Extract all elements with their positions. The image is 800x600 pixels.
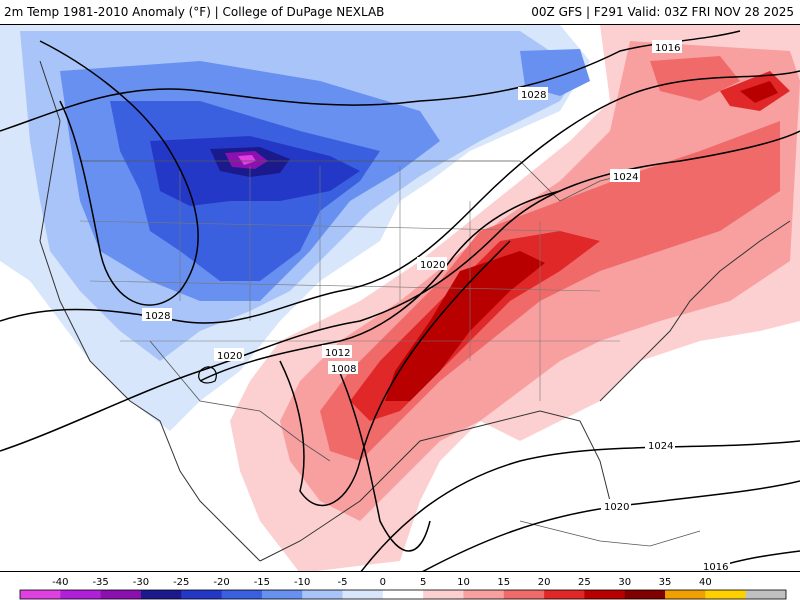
map-title: 2m Temp 1981-2010 Anomaly (°F) | College…: [4, 5, 385, 19]
legend-color-swatch: [624, 590, 666, 599]
legend-outline: [19, 589, 787, 600]
legend-tick-label: 20: [538, 577, 551, 588]
isobar-label: 1024: [613, 172, 638, 183]
legend-tick-label: -20: [213, 577, 229, 588]
legend-color-swatch: [705, 590, 747, 599]
run-info: 00Z GFS | F291 Valid: 03Z FRI NOV 28 202…: [531, 5, 794, 19]
header: 2m Temp 1981-2010 Anomaly (°F) | College…: [0, 0, 800, 24]
legend-tick-label: -35: [92, 577, 108, 588]
legend-color-swatch: [382, 590, 424, 599]
legend-tick-label: 40: [699, 577, 712, 588]
legend-tick-label: -15: [254, 577, 270, 588]
legend-color-swatch: [584, 590, 626, 599]
isobar-label-group: 1016 1028 1024 1020 1028 1012 1008 1020 …: [142, 40, 730, 572]
geographic-outlines: [39, 60, 791, 562]
legend-tick-label: 0: [380, 577, 386, 588]
legend-svg: -40 -35 -30 -25 -20 -15 -10 -5 0 5 10 15 20 25 30 35 40: [19, 577, 787, 600]
legend-color-swatch: [100, 590, 142, 599]
legend-color-swatch: [544, 590, 585, 599]
legend-color-swatch: [463, 590, 505, 599]
legend-tick-label: 35: [659, 577, 672, 588]
map-panel: 1016 1028 1024 1020 1028 1012 1008 1020 …: [0, 24, 800, 572]
legend-tick-label: 25: [578, 577, 591, 588]
legend-color-swatch: [261, 590, 303, 599]
legend-tick-label: -10: [294, 577, 310, 588]
legend-color-swatch: [181, 590, 223, 599]
isobar-label: 1020: [217, 351, 242, 362]
isobar-label: 1024: [648, 441, 673, 452]
legend-tick-label: -5: [338, 577, 348, 588]
legend-color-swatch: [20, 590, 61, 599]
legend-color-swatch: [342, 590, 384, 599]
legend-tick-label: 30: [618, 577, 631, 588]
isobar-label: 1020: [420, 260, 445, 271]
legend-color-swatch: [745, 590, 787, 599]
map-svg: 1016 1028 1024 1020 1028 1012 1008 1020 …: [0, 25, 800, 572]
legend-color-swatch: [503, 590, 545, 599]
isobar-contours: [0, 30, 800, 571]
legend-tick-label: 10: [457, 577, 470, 588]
legend-color-swatch: [221, 590, 263, 599]
legend-tick-label: -30: [133, 577, 149, 588]
legend-tick-label: -40: [52, 577, 68, 588]
legend-color-swatch: [140, 590, 182, 599]
isobar-label: 1012: [325, 348, 350, 359]
legend-tick-label: -25: [173, 577, 189, 588]
isobar-label: 1008: [331, 364, 356, 375]
isobar-label: 1016: [703, 562, 728, 572]
legend-color-swatch: [302, 590, 344, 599]
legend-color-swatch: [423, 590, 464, 599]
legend-tick-label: 15: [497, 577, 510, 588]
legend-color-swatch: [665, 590, 706, 599]
isobar-label: 1020: [604, 502, 629, 513]
isobar-label: 1028: [521, 90, 546, 101]
color-scale-legend: -40 -35 -30 -25 -20 -15 -10 -5 0 5 10 15 20 25 30 35 40: [0, 572, 800, 600]
legend-color-swatch: [60, 590, 102, 599]
cold-anomaly-shading: [0, 25, 590, 431]
legend-tick-label: 5: [420, 577, 426, 588]
isobar-label: 1028: [145, 311, 170, 322]
isobar-label: 1016: [655, 43, 680, 54]
